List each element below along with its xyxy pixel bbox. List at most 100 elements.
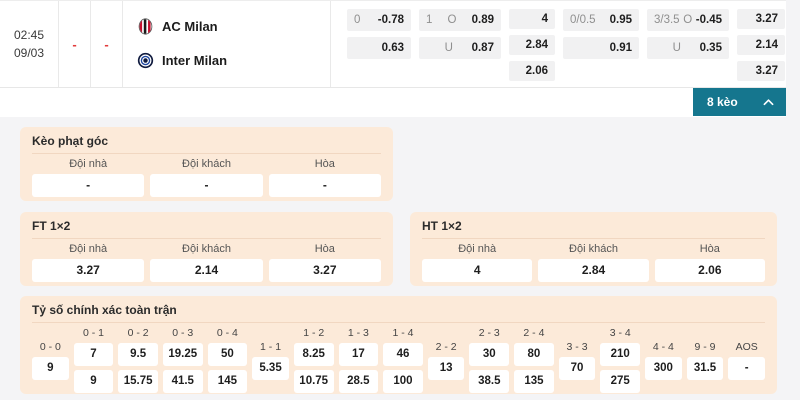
score-label: 0 - 4 — [216, 327, 238, 339]
away-team-name: Inter Milan — [162, 52, 228, 68]
odds-value-box[interactable]: - — [32, 174, 145, 197]
score-odds-box[interactable]: 275 — [600, 370, 641, 393]
score-odds-box[interactable]: 8.25 — [293, 343, 334, 366]
odds-value: 0.91 — [609, 42, 632, 54]
odds-value-box[interactable]: 2.84 — [538, 259, 649, 282]
divider — [32, 238, 381, 239]
odds-cell[interactable]: 2.14 — [737, 35, 785, 55]
score-column: 0 - 1 7 9 — [73, 326, 114, 393]
odds-value-box[interactable]: 2.06 — [654, 259, 765, 282]
odds-group: 0 -0.78 0.63 — [347, 9, 411, 87]
odds-value-box[interactable]: 3.27 — [32, 259, 145, 282]
score-odds-box[interactable]: 100 — [383, 370, 423, 393]
odds-value-box[interactable]: 4 — [422, 259, 533, 282]
column-header: Đội nhà — [458, 243, 497, 255]
score-odds-box[interactable]: 17 — [338, 343, 379, 366]
score-odds-box[interactable]: 46 — [383, 343, 423, 366]
score-label: 0 - 3 — [172, 327, 194, 339]
score-odds-box[interactable]: 7 — [73, 343, 114, 366]
odds-column: Đội khách 2.84 — [538, 243, 649, 282]
odds-value: 0.95 — [609, 14, 632, 26]
home-score-dash: - — [59, 1, 91, 87]
score-odds-box[interactable]: 9.5 — [118, 343, 158, 366]
score-odds-box[interactable]: 19.25 — [162, 343, 203, 366]
odds-line-label: U — [444, 42, 453, 54]
score-column: 1 - 3 17 28.5 — [338, 326, 379, 393]
odds-count-toggle[interactable]: 8 kèo — [693, 88, 786, 116]
score-label: 9 - 9 — [694, 340, 716, 353]
score-column: 1 - 4 46 100 — [383, 326, 423, 393]
match-date: 09/03 — [13, 46, 45, 60]
odds-cell[interactable]: 0/0.5 0.95 — [563, 9, 639, 31]
odds-value: 0.63 — [381, 42, 404, 54]
score-odds-box[interactable]: 28.5 — [338, 370, 379, 393]
odds-cell[interactable]: 2.06 — [509, 61, 555, 81]
score-odds-box[interactable]: 5.35 — [252, 356, 289, 380]
odds-cell[interactable]: U 0.87 — [419, 37, 501, 59]
score-odds-box[interactable]: 15.75 — [118, 370, 158, 393]
score-column: 2 - 2 13 — [427, 340, 465, 380]
score-odds-box[interactable]: 30 — [469, 343, 510, 366]
column-header: Đội nhà — [69, 158, 108, 170]
odds-line-label: U — [672, 42, 681, 54]
score-label: 0 - 0 — [39, 340, 61, 353]
odds-cell[interactable]: 0.63 — [347, 37, 411, 59]
odds-value: 2.84 — [525, 39, 548, 51]
score-odds-box[interactable]: - — [728, 356, 765, 380]
corner-kick-panel: Kèo phạt góc Đội nhà - Đội khách - Hòa - — [20, 127, 393, 201]
score-column: 4 - 4 300 — [645, 340, 682, 380]
odds-column: Đội nhà 3.27 — [32, 243, 145, 282]
home-team-name: AC Milan — [162, 18, 218, 34]
odds-value: 3.27 — [755, 13, 778, 25]
score-odds-box[interactable]: 210 — [600, 343, 641, 366]
score-odds-box[interactable]: 70 — [558, 356, 596, 380]
score-odds-box[interactable]: 135 — [514, 370, 554, 393]
odds-cell[interactable]: 3.27 — [737, 61, 785, 81]
score-odds-box[interactable]: 38.5 — [469, 370, 510, 393]
odds-group: 1 O 0.89 U 0.87 — [419, 9, 501, 87]
score-odds-box[interactable]: 10.75 — [293, 370, 334, 393]
odds-value-box[interactable]: - — [268, 174, 381, 197]
ht-1x2-panel: HT 1×2 Đội nhà 4 Đội khách 2.84 Hòa 2.06 — [410, 212, 777, 286]
odds-value-box[interactable]: 2.14 — [150, 259, 263, 282]
odds-line-label: O — [683, 14, 693, 26]
column-header: Đội nhà — [69, 243, 108, 255]
odds-cell[interactable]: 3.27 — [737, 9, 785, 29]
odds-cell[interactable]: 4 — [509, 9, 555, 29]
odds-column: Hòa 3.27 — [268, 243, 381, 282]
score-column: 3 - 4 210 275 — [600, 326, 641, 393]
score-odds-box[interactable]: 80 — [514, 343, 554, 366]
score-odds-box[interactable]: 13 — [427, 356, 465, 380]
score-label: 3 - 4 — [609, 327, 631, 339]
score-column: 0 - 3 19.25 41.5 — [162, 326, 203, 393]
odds-value: 2.06 — [525, 65, 548, 77]
score-odds-box[interactable]: 41.5 — [162, 370, 203, 393]
score-column: 9 - 9 31.5 — [686, 340, 724, 380]
score-odds-box[interactable]: 9 — [32, 356, 69, 380]
score-odds-box[interactable]: 31.5 — [686, 356, 724, 380]
away-team-row[interactable]: Inter Milan — [137, 43, 330, 77]
score-odds-box[interactable]: 145 — [207, 370, 248, 393]
odds-line-label: 0 — [354, 14, 361, 26]
odds-cell[interactable]: 0.91 — [563, 37, 639, 59]
odds-cell[interactable]: 3/3.5 O -0.45 — [647, 9, 729, 31]
home-team-row[interactable]: AC Milan — [137, 9, 330, 43]
score-column: AOS - — [728, 340, 765, 380]
score-label: 2 - 4 — [523, 327, 545, 339]
odds-value: 4 — [541, 13, 548, 25]
odds-cell[interactable]: 1 O 0.89 — [419, 9, 501, 31]
score-odds-box[interactable]: 300 — [645, 356, 682, 380]
ft-odds-columns: Đội nhà 3.27 Đội khách 2.14 Hòa 3.27 — [32, 243, 381, 282]
odds-cell[interactable]: U 0.35 — [647, 37, 729, 59]
odds-column: Đội khách 2.14 — [150, 243, 263, 282]
odds-value-box[interactable]: - — [150, 174, 263, 197]
score-odds-box[interactable]: 50 — [207, 343, 248, 366]
odds-column: Đội khách - — [150, 158, 263, 197]
column-header: Đội khách — [182, 158, 231, 170]
odds-cell[interactable]: 0 -0.78 — [347, 9, 411, 31]
odds-value: -0.78 — [377, 14, 404, 26]
score-odds-box[interactable]: 9 — [73, 370, 114, 393]
odds-value-box[interactable]: 3.27 — [268, 259, 381, 282]
odds-cell[interactable]: 2.84 — [509, 35, 555, 55]
